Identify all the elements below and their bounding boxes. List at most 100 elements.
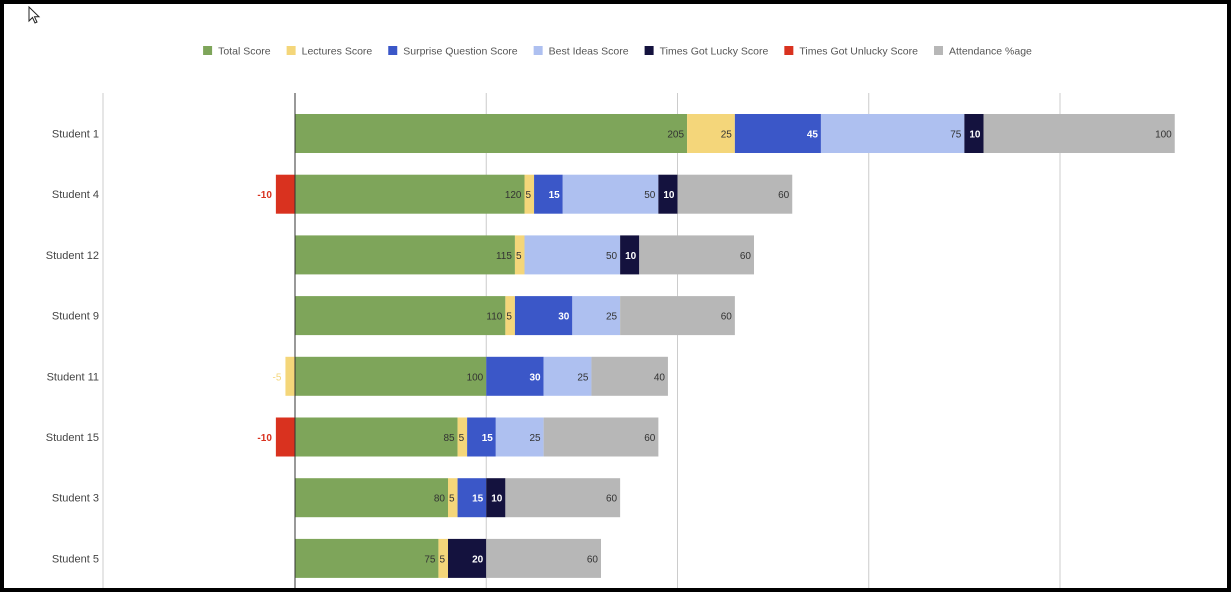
data-label: 115 <box>496 251 512 262</box>
data-label: 15 <box>482 433 494 444</box>
data-label: 50 <box>606 251 618 262</box>
data-label: 10 <box>969 130 981 141</box>
bar-segment-total-score <box>295 417 458 457</box>
legend-label: Attendance %age <box>949 46 1032 58</box>
legend-swatch <box>644 46 654 55</box>
legend-label: Lectures Score <box>302 46 373 58</box>
data-label: 5 <box>516 251 522 262</box>
legend-item-surprise-question-score[interactable]: Surprise Question Score <box>388 46 518 58</box>
data-label: 45 <box>807 130 819 141</box>
data-label: 100 <box>467 372 484 383</box>
legend-swatch <box>388 46 398 55</box>
bar-segment-lectures-score <box>524 174 535 214</box>
data-label: 30 <box>558 312 570 323</box>
legend-label: Times Got Lucky Score <box>660 46 769 58</box>
data-label: 10 <box>663 190 675 201</box>
legend-swatch <box>533 46 543 55</box>
data-label: 5 <box>506 312 512 323</box>
data-label: 120 <box>505 190 522 201</box>
data-label: 15 <box>472 494 484 505</box>
legend-label: Surprise Question Score <box>403 46 518 58</box>
bar-segment-attendance-age <box>591 356 668 396</box>
legend-swatch <box>784 46 794 55</box>
bar-segment-surprise-question-score <box>457 478 487 518</box>
data-label: 10 <box>625 251 637 262</box>
legend: Total Score Lectures Score Surprise Questi… <box>203 46 1032 58</box>
bar-row-student-4: 120 5 15 50 10 -10 60 <box>257 174 793 214</box>
data-label: 60 <box>778 190 790 201</box>
category-label: Student 4 <box>52 189 99 201</box>
chart-frame: Total Score Lectures Score Surprise Questi… <box>4 4 1227 588</box>
category-label: Student 3 <box>52 493 99 505</box>
bar-segment-times-got-lucky-score <box>658 174 678 214</box>
bar-segment-best-ideas-score <box>820 114 965 153</box>
data-label: 60 <box>721 312 733 323</box>
bar-row-student-1: 205254575100100 <box>295 114 1175 153</box>
legend-item-times-got-unlucky-score[interactable]: Times Got Unlucky Score <box>784 46 918 58</box>
data-label: -5 <box>273 372 282 383</box>
data-label: 40 <box>654 372 666 383</box>
legend-label: Total Score <box>218 46 271 58</box>
bar-segment-total-score <box>295 235 515 275</box>
bars: 2052545751001001205155010-10601155501006… <box>257 114 1175 578</box>
bar-segment-attendance-age <box>543 417 659 457</box>
bar-segment-surprise-question-score <box>514 296 573 336</box>
data-label: 60 <box>606 494 618 505</box>
data-label: 205 <box>667 130 684 141</box>
data-label: 60 <box>587 554 599 565</box>
bar-segment-best-ideas-score <box>543 356 592 396</box>
bar-segment-lectures-score <box>514 235 525 275</box>
legend-item-attendance-age[interactable]: Attendance %age <box>934 46 1032 58</box>
bar-segment-total-score <box>295 114 688 153</box>
category-label: Student 5 <box>52 553 99 565</box>
data-label: 25 <box>721 130 733 141</box>
bar-row-student-15: 85 5 15 25 -10 60 <box>257 417 659 457</box>
data-label: 85 <box>443 433 455 444</box>
category-label: Student 15 <box>46 432 99 444</box>
data-label: 110 <box>486 312 502 323</box>
bar-segment-surprise-question-score <box>534 174 563 214</box>
bar-segment-lectures-score <box>448 478 458 518</box>
bar-segment-total-score <box>295 356 487 396</box>
bar-segment-attendance-age <box>639 235 754 275</box>
data-label: -10 <box>257 433 272 444</box>
bar-row-student-3: 80515010060 <box>295 478 621 518</box>
data-label: 100 <box>1155 130 1172 141</box>
data-label: 10 <box>491 494 503 505</box>
bar-segment-attendance-age <box>677 174 793 214</box>
data-label: 50 <box>644 190 656 201</box>
bar-segment-times-got-lucky-score <box>620 235 640 275</box>
category-label: Student 11 <box>47 371 99 383</box>
bar-segment-total-score <box>295 296 506 336</box>
bar-segment-times-got-unlucky-score <box>275 174 295 214</box>
bar-row-student-5: 755020060 <box>295 538 601 578</box>
data-label: 20 <box>472 554 484 565</box>
legend-item-best-ideas-score[interactable]: Best Ideas Score <box>533 46 629 58</box>
data-label: 5 <box>449 494 455 505</box>
bar-segment-lectures-score <box>687 114 735 153</box>
bar-segment-attendance-age <box>983 114 1175 153</box>
legend-label: Best Ideas Score <box>549 46 629 58</box>
data-label: 60 <box>644 433 656 444</box>
bar-segment-surprise-question-score <box>734 114 821 153</box>
bar-row-student-9: 110530250060 <box>295 296 735 336</box>
legend-item-lectures-score[interactable]: Lectures Score <box>286 46 373 58</box>
data-label: 15 <box>549 190 561 201</box>
bar-segment-times-got-lucky-score <box>448 538 487 578</box>
legend-item-total-score[interactable]: Total Score <box>203 46 271 58</box>
data-label: 60 <box>740 251 752 262</box>
bar-segment-surprise-question-score <box>467 417 496 457</box>
data-label: -10 <box>257 190 272 201</box>
legend-item-times-got-lucky-score[interactable]: Times Got Lucky Score <box>644 46 769 58</box>
bar-segment-times-got-unlucky-score <box>275 417 295 457</box>
legend-swatch <box>203 46 213 55</box>
data-label: 25 <box>577 372 589 383</box>
category-label: Student 12 <box>46 250 99 262</box>
bar-segment-total-score <box>295 538 439 578</box>
bar-segment-best-ideas-score <box>572 296 621 336</box>
data-label: 75 <box>424 554 436 565</box>
mouse-cursor-icon <box>28 6 41 24</box>
data-label: 5 <box>439 554 445 565</box>
data-label: 80 <box>434 494 446 505</box>
bar-segment-best-ideas-score <box>524 235 621 275</box>
